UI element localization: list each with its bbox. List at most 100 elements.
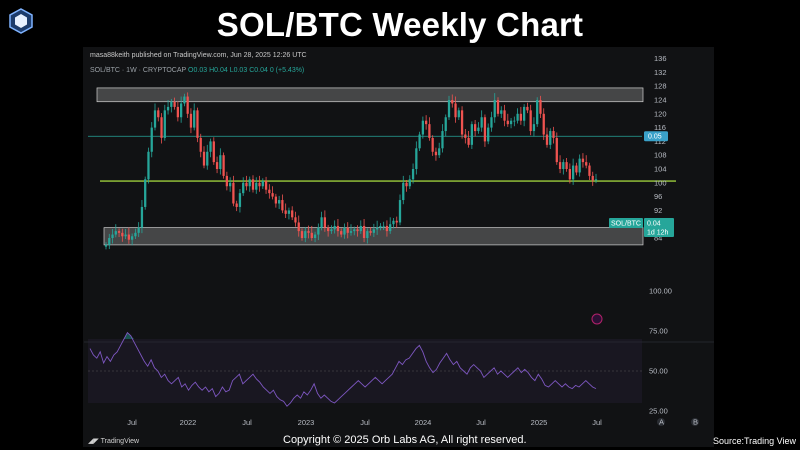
candle-body [261,181,264,187]
rsi-tick-label: 25.00 [649,407,668,416]
ohlc-high: H0.04 [209,67,228,74]
candle-body [369,231,372,233]
candle-body [323,217,327,228]
price-tag-label-box [609,218,643,228]
candle-body [349,231,353,233]
candle-body [153,110,157,128]
candle-body [529,110,532,132]
symbol-label: SOL/BTC · 1W · CRYPTOCAP [90,67,187,74]
pane-button[interactable] [691,418,699,426]
candle-body [343,227,346,235]
candle-body [549,131,552,145]
candle-body [516,113,519,121]
candle-body [379,225,382,228]
price-tick-label: 92 [654,206,662,215]
time-tick-label: Jul [127,418,137,427]
candle-body [496,100,500,114]
level-tag [644,131,668,142]
candle-body [385,225,389,232]
candle-body [258,182,261,187]
price-tick-label: 96 [654,192,662,201]
candle-body [346,227,349,233]
candle-body [281,200,284,211]
candle-body [157,110,160,118]
candle-body [140,206,144,228]
candle-body [215,162,219,169]
price-tag-label: SOL/BTC [611,221,641,228]
ohlc-low: L0.03 [229,67,248,74]
candle-body [196,110,199,138]
time-tick-label: Jul [476,418,486,427]
candle-body [418,134,421,149]
price-tick-label: 84 [654,234,662,243]
candle-body [189,113,193,128]
ohlc-open: O0.03 [188,67,208,74]
candle-body [176,106,180,118]
candle-body [255,182,258,190]
candle-body [166,106,170,111]
candle-body [447,100,451,118]
candle-body [108,238,111,245]
price-tick-label: 112 [654,137,666,146]
candle-body [594,179,598,181]
candle-body [392,220,395,225]
symbol-line: SOL/BTC · 1W · CRYPTOCAP O0.03 H0.04 L0.… [90,67,304,74]
candle-body [431,137,434,152]
price-tick-label: 120 [654,109,667,118]
candle-body [444,117,447,132]
candle-body [359,225,362,232]
candle-body [522,106,526,121]
candle-body [362,225,366,238]
candle-body [558,162,562,169]
candle-body [526,106,529,111]
candle-body [212,141,215,163]
pane-button[interactable] [657,418,665,426]
candle-body [186,96,189,114]
candle-body [389,224,392,232]
price-tick-label: 100 [654,178,667,187]
candle-body [438,148,441,156]
candle-body [464,134,467,138]
candle-body [395,220,398,223]
candle-body [503,110,506,121]
candle-body [179,103,183,118]
candle-body [506,120,509,125]
tv-brand-label: TradingView [100,438,140,445]
copyright-text: Copyright © 2025 Orb Labs AG, All right … [283,434,527,446]
candle-body [235,203,238,207]
candle-body [333,225,336,230]
candle-body [372,229,376,233]
candle-body [532,124,536,132]
price-tick-label: 104 [654,165,667,174]
candle-body [248,179,251,187]
candle-body [470,124,474,145]
candle-body [428,124,431,138]
rsi-overbought-fill [90,332,596,339]
time-tick-label: 2023 [298,418,315,427]
price-tag-value: 0.04 [647,221,661,228]
time-tick-label: Jul [592,418,602,427]
price-tick-label: 128 [654,82,667,91]
candle-body [398,200,402,223]
candle-body [536,100,539,125]
rsi-tick-label: 50.00 [649,367,668,376]
rsi-tick-label: 75.00 [649,327,668,336]
price-tick-label: 116 [654,123,666,132]
candle-body [199,137,202,152]
ohlc-close: C0.04 [249,67,268,74]
candle-body [552,131,555,138]
candle-body [581,158,585,163]
candle-body [353,229,356,232]
level-tag-text: 0.05 [648,134,662,141]
candle-body [585,162,588,166]
candle-body [477,127,480,132]
candle-body [340,231,343,235]
price-tag-time: 1d 12h [647,230,669,237]
candle-body [571,165,575,180]
candle-body [588,165,591,176]
candle-body [271,193,274,197]
candle-body [480,117,483,128]
candle-body [473,124,477,132]
candle-body [173,101,176,107]
candle-body [268,189,271,194]
